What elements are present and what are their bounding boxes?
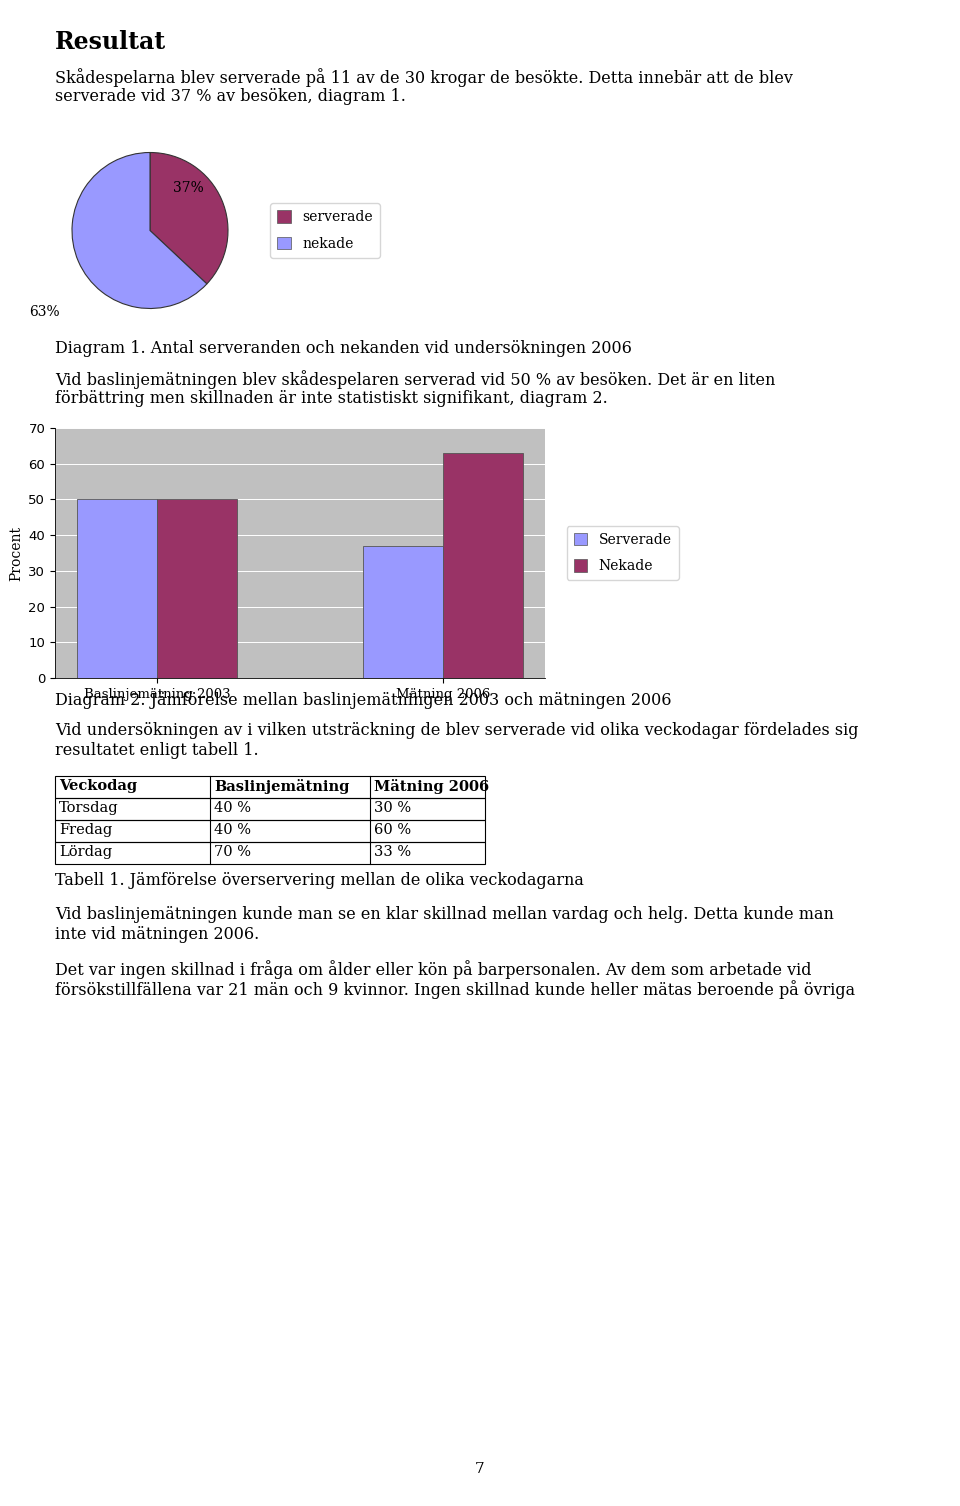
Text: Diagram 2. Jämförelse mellan baslinjemätningen 2003 och mätningen 2006: Diagram 2. Jämförelse mellan baslinjemät… bbox=[55, 691, 671, 709]
Text: Veckodag: Veckodag bbox=[59, 779, 137, 794]
Text: Tabell 1. Jämförelse överservering mellan de olika veckodagarna: Tabell 1. Jämförelse överservering mella… bbox=[55, 872, 584, 889]
Text: Vid baslinjemätningen kunde man se en klar skillnad mellan vardag och helg. Dett: Vid baslinjemätningen kunde man se en kl… bbox=[55, 907, 834, 923]
Bar bbox=[55, 798, 485, 819]
Text: 70 %: 70 % bbox=[214, 845, 251, 858]
Text: Torsdag: Torsdag bbox=[59, 801, 119, 815]
Text: förbättring men skillnaden är inte statistiskt signifikant, diagram 2.: förbättring men skillnaden är inte stati… bbox=[55, 390, 608, 407]
Text: 7: 7 bbox=[475, 1462, 485, 1476]
Wedge shape bbox=[72, 152, 206, 309]
Text: Skådespelarna blev serverade på 11 av de 30 krogar de besökte. Detta innebär att: Skådespelarna blev serverade på 11 av de… bbox=[55, 68, 793, 87]
Wedge shape bbox=[150, 152, 228, 285]
Text: 33 %: 33 % bbox=[374, 845, 411, 858]
Text: Resultat: Resultat bbox=[55, 30, 166, 54]
Text: Lördag: Lördag bbox=[59, 845, 112, 858]
Text: Vid baslinjemätningen blev skådespelaren serverad vid 50 % av besöken. Det är en: Vid baslinjemätningen blev skådespelaren… bbox=[55, 370, 776, 389]
Bar bbox=[55, 819, 485, 842]
Text: 60 %: 60 % bbox=[374, 822, 411, 837]
Text: resultatet enligt tabell 1.: resultatet enligt tabell 1. bbox=[55, 742, 258, 759]
Text: 40 %: 40 % bbox=[214, 801, 251, 815]
Text: Diagram 1. Antal serveranden och nekanden vid undersökningen 2006: Diagram 1. Antal serveranden och nekande… bbox=[55, 340, 632, 357]
Text: Mätning 2006: Mätning 2006 bbox=[374, 779, 490, 794]
Text: Baslinjemätning: Baslinjemätning bbox=[214, 779, 349, 794]
Text: Fredag: Fredag bbox=[59, 822, 112, 837]
Legend: Serverade, Nekade: Serverade, Nekade bbox=[566, 526, 679, 580]
Text: 40 %: 40 % bbox=[214, 822, 251, 837]
Bar bbox=[157, 500, 237, 678]
Bar bbox=[363, 545, 443, 678]
Bar bbox=[55, 842, 485, 864]
Text: 37%: 37% bbox=[174, 181, 204, 194]
Text: försökstillfällena var 21 män och 9 kvinnor. Ingen skillnad kunde heller mätas b: försökstillfällena var 21 män och 9 kvin… bbox=[55, 980, 855, 998]
Legend: serverade, nekade: serverade, nekade bbox=[270, 203, 379, 258]
Text: 30 %: 30 % bbox=[374, 801, 411, 815]
Text: inte vid mätningen 2006.: inte vid mätningen 2006. bbox=[55, 926, 259, 943]
Text: Vid undersökningen av i vilken utsträckning de blev serverade vid olika veckodag: Vid undersökningen av i vilken utsträckn… bbox=[55, 721, 858, 739]
Text: 63%: 63% bbox=[29, 306, 60, 319]
Text: serverade vid 37 % av besöken, diagram 1.: serverade vid 37 % av besöken, diagram 1… bbox=[55, 87, 406, 105]
Bar bbox=[443, 453, 523, 678]
Y-axis label: Procent: Procent bbox=[9, 526, 23, 580]
Text: Det var ingen skillnad i fråga om ålder eller kön på barpersonalen. Av dem som a: Det var ingen skillnad i fråga om ålder … bbox=[55, 959, 811, 979]
Bar bbox=[77, 500, 157, 678]
Bar bbox=[55, 776, 485, 798]
